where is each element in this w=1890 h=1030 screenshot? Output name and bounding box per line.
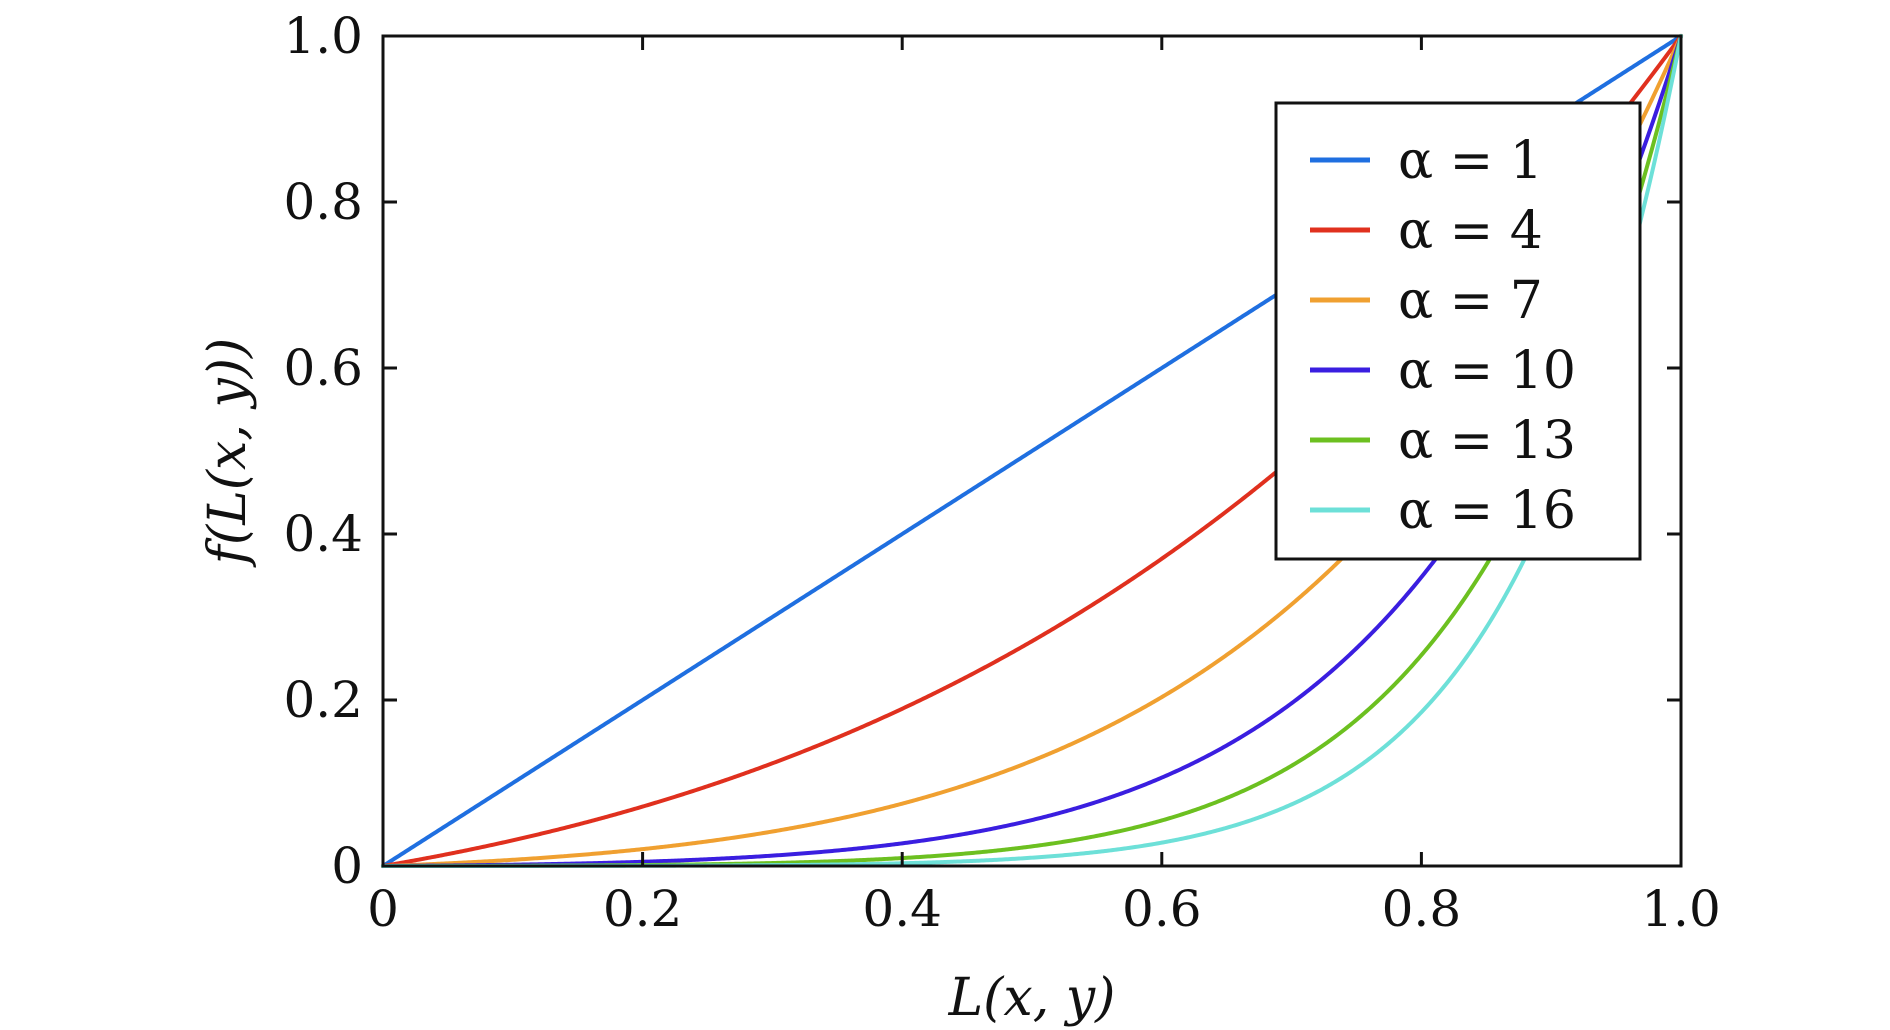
legend-label: α = 1 <box>1398 131 1543 191</box>
x-tick-label: 1.0 <box>1641 880 1721 938</box>
legend-label: α = 4 <box>1398 201 1543 261</box>
legend-label: α = 10 <box>1398 341 1576 401</box>
legend: α = 1 α = 4 α = 7 α = 10 α = 13 α = 16 <box>1274 101 1642 561</box>
legend-label: α = 13 <box>1398 411 1576 471</box>
y-tick-label: 0.4 <box>283 505 363 563</box>
x-tick-label: 0.8 <box>1382 880 1462 938</box>
y-tick-label: 0.6 <box>283 339 363 397</box>
y-tick-label: 0.8 <box>283 173 363 231</box>
ticks-layer: 0 0.2 0.4 0.6 0.8 1.0 0 0.2 0.4 0.6 0.8 1.0 <box>283 7 1720 938</box>
x-tick-label: 0.4 <box>862 880 942 938</box>
legend-label: α = 16 <box>1398 481 1576 541</box>
legend-label: α = 7 <box>1398 271 1543 331</box>
y-axis-label: f(L(x, y)) <box>198 338 258 569</box>
y-tick-label: 0.2 <box>283 671 363 729</box>
plot-frame <box>381 34 1683 868</box>
x-tick-label: 0 <box>367 880 399 938</box>
y-tick-label: 0 <box>331 837 363 895</box>
legend-box <box>1274 101 1642 561</box>
x-tick-label: 0.6 <box>1122 880 1202 938</box>
x-tick-label: 0.2 <box>603 880 683 938</box>
x-axis-label: L(x, y) <box>948 968 1116 1028</box>
y-tick-label: 1.0 <box>283 7 363 65</box>
